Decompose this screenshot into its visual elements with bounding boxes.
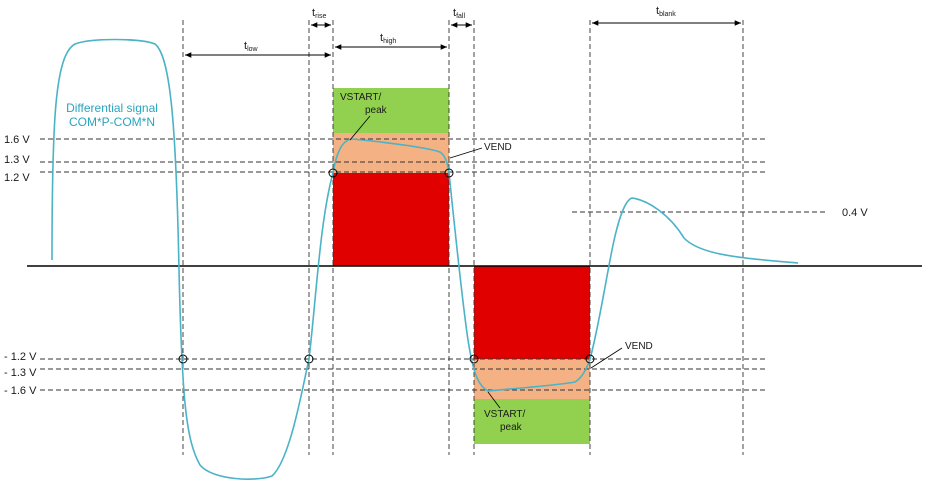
label-t-blank: tblank xyxy=(656,5,676,18)
annot-vend-bot-leader xyxy=(590,347,623,369)
signal-label-line1: Differential signal xyxy=(66,101,158,115)
voltage-label-p13: 1.3 V xyxy=(4,154,30,166)
green-zone-top xyxy=(333,88,449,133)
threshold-lines xyxy=(40,138,828,391)
annot-vstart-top-leader xyxy=(349,115,371,141)
voltage-label-p16: 1.6 V xyxy=(4,134,30,146)
red-zone-top xyxy=(333,173,449,266)
crossing-point xyxy=(444,168,454,178)
annot-vstart-top-1: VSTART/ xyxy=(340,92,382,103)
signal-label-line2: COM*P-COM*N xyxy=(69,115,155,129)
annot-vend-bot: VEND xyxy=(625,341,653,352)
crossing-point xyxy=(178,354,188,364)
crossing-point xyxy=(304,354,314,364)
annot-vstart-top-2: peak xyxy=(365,105,388,116)
differential-signal-curve xyxy=(51,38,799,480)
green-zone-bottom xyxy=(474,399,590,444)
voltage-label-m16: - 1.6 V xyxy=(4,385,37,397)
crossing-point xyxy=(469,354,479,364)
annot-vstart-bot-2: peak xyxy=(500,422,523,433)
voltage-label-m12: - 1.2 V xyxy=(4,351,37,363)
label-t-fall: tfall xyxy=(453,7,465,20)
label-t-low: tlow xyxy=(244,40,259,53)
crossing-point xyxy=(585,354,595,364)
label-t-rise: trise xyxy=(312,7,326,20)
label-t-high: thigh xyxy=(380,32,396,45)
voltage-label-m13: - 1.3 V xyxy=(4,367,37,379)
voltage-label-p04: 0.4 V xyxy=(842,207,868,219)
timing-lines xyxy=(182,20,744,455)
voltage-label-p12: 1.2 V xyxy=(4,172,30,184)
annot-vend-top: VEND xyxy=(484,142,512,153)
red-zone-bottom xyxy=(474,266,590,359)
crossing-point xyxy=(328,168,338,178)
annot-vend-top-leader xyxy=(449,147,483,159)
orange-zone-bottom xyxy=(474,359,590,399)
timing-arrows xyxy=(185,20,741,58)
annot-vstart-bot-leader xyxy=(487,391,501,409)
crossing-points xyxy=(178,168,595,364)
annot-vstart-bot-1: VSTART/ xyxy=(484,409,526,420)
